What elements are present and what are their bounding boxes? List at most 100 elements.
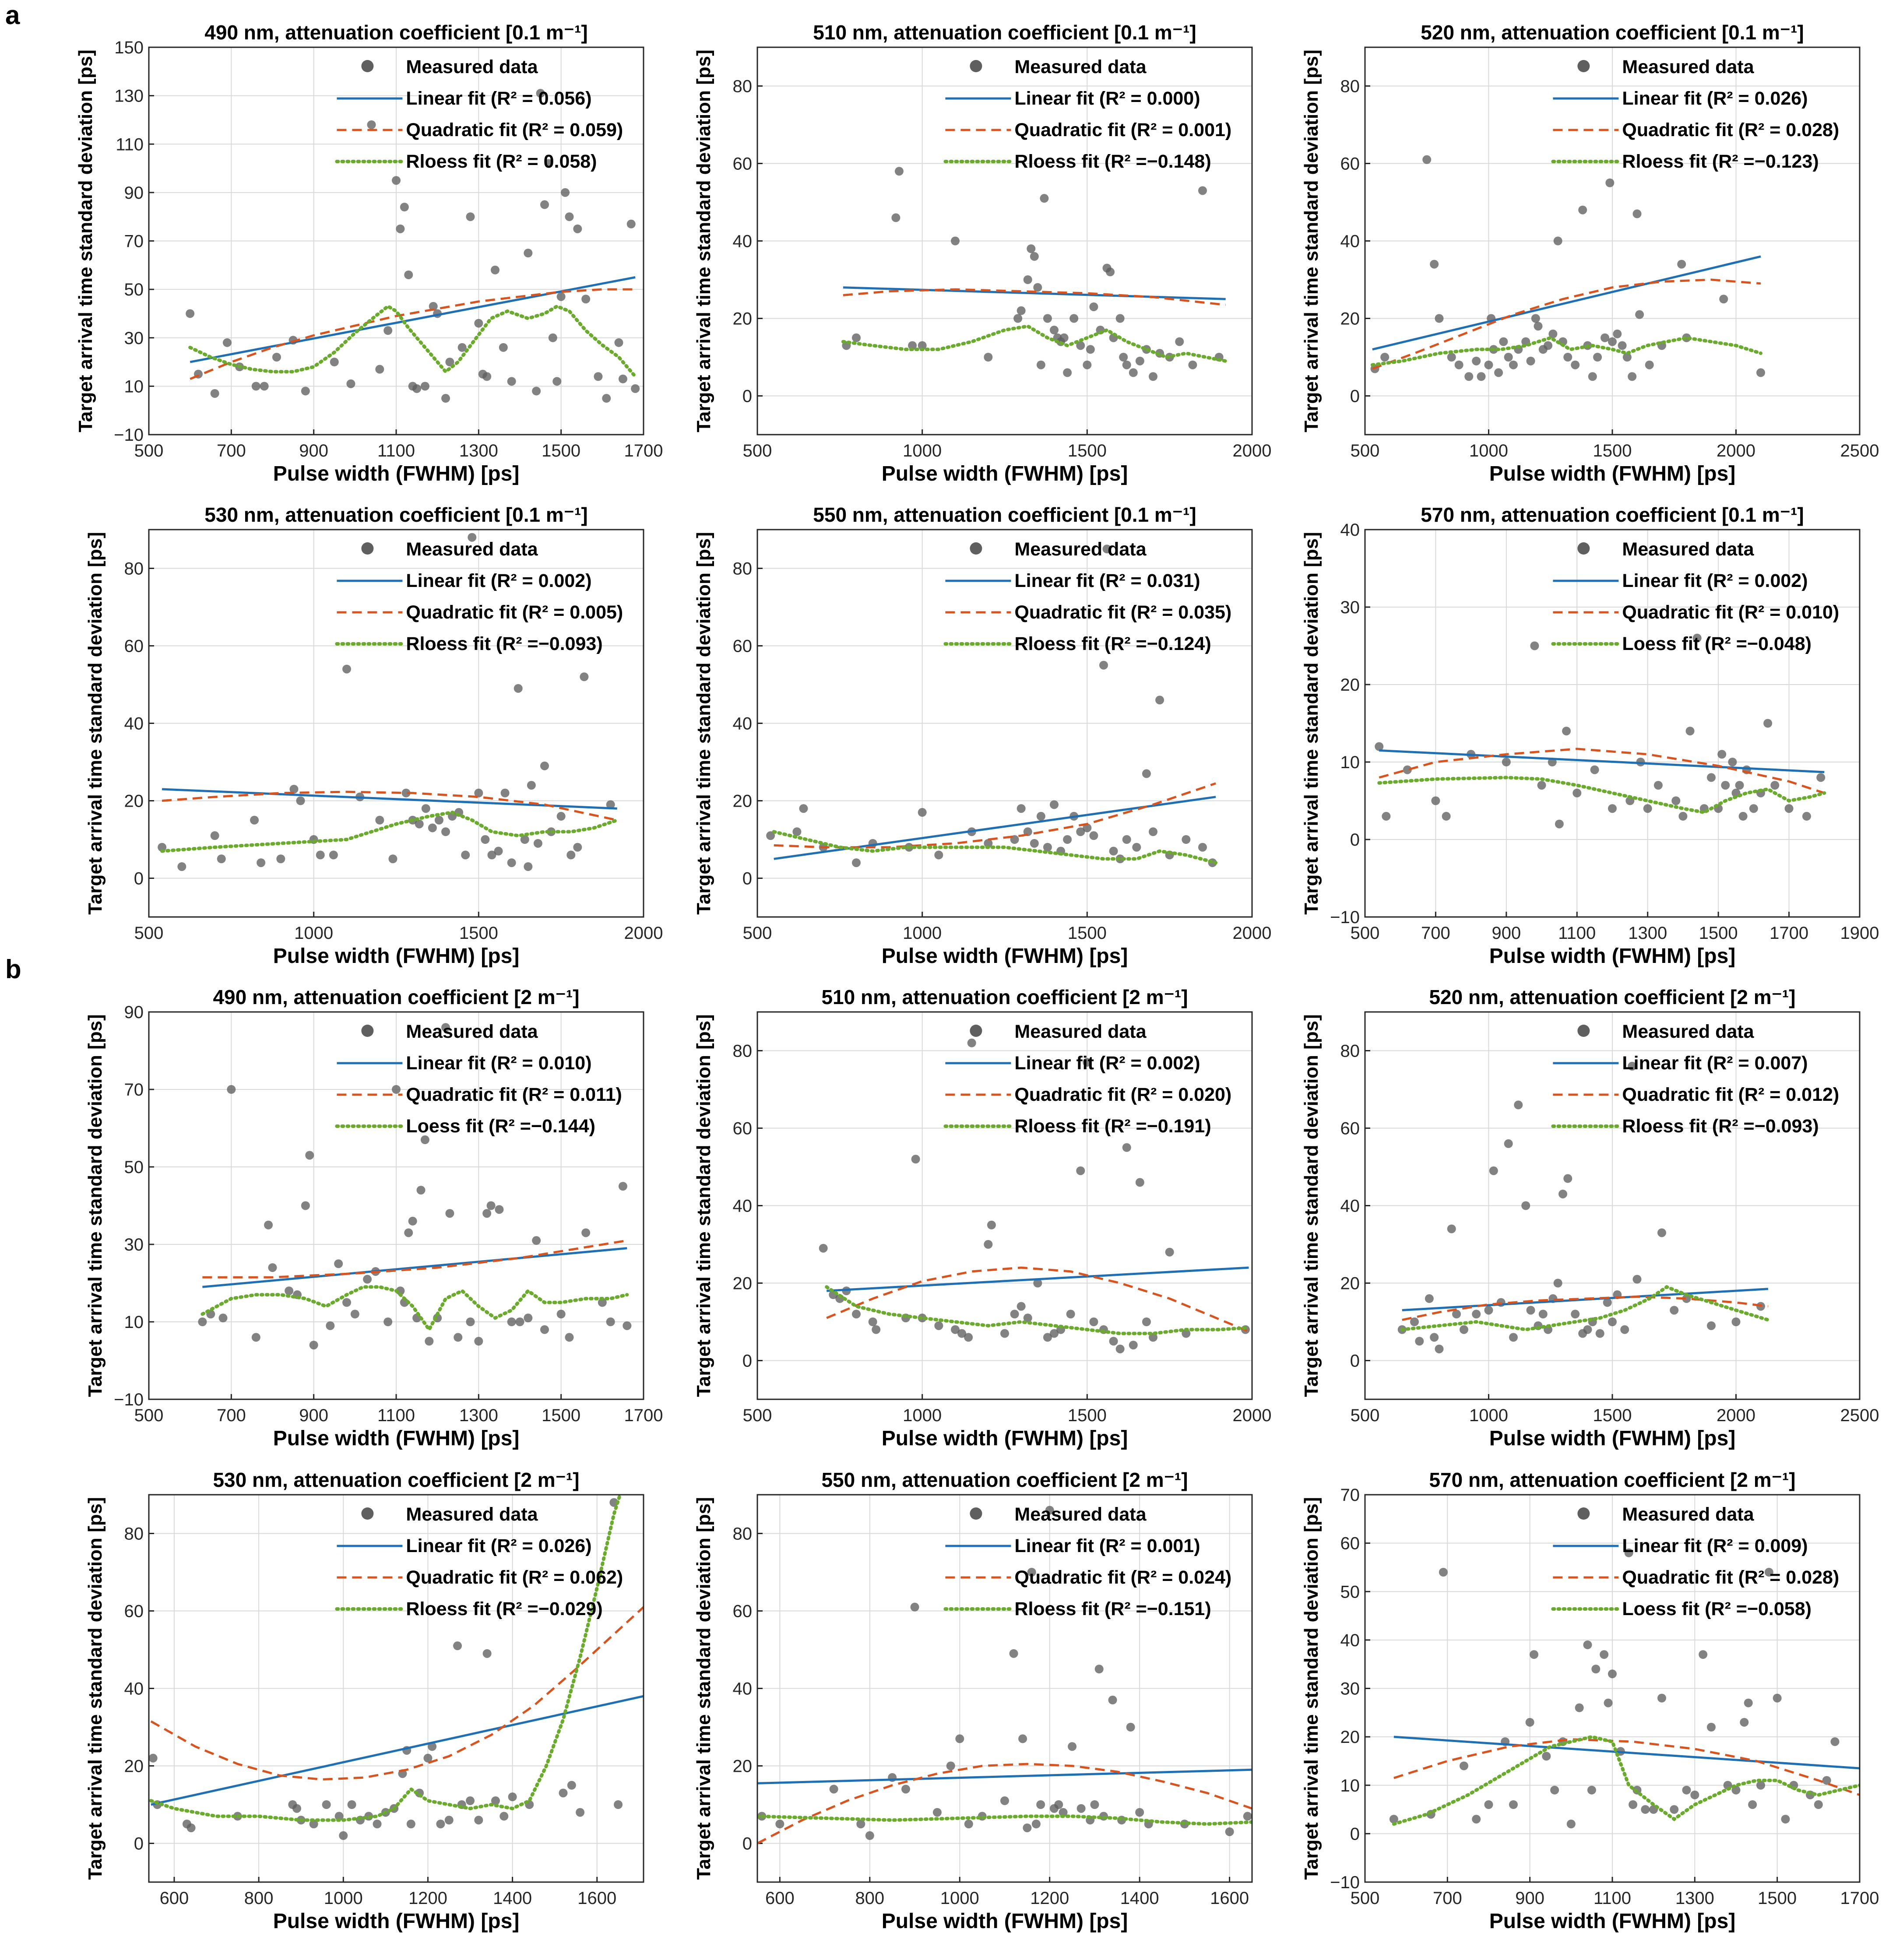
legend-loess: Rloess fit (R² =−0.151) xyxy=(1014,1598,1211,1619)
data-point xyxy=(852,858,861,868)
data-point xyxy=(819,1243,828,1253)
data-point xyxy=(500,1812,509,1821)
data-point xyxy=(1707,773,1716,782)
y-tick-label: −10 xyxy=(114,425,144,445)
data-point xyxy=(1553,236,1562,246)
data-point xyxy=(1439,1568,1448,1577)
data-point xyxy=(955,1734,964,1743)
y-axis-label: Target arrival time standard deviation [… xyxy=(84,532,106,915)
y-tick-label: 40 xyxy=(1340,1631,1360,1650)
data-point xyxy=(1126,1723,1135,1732)
data-point xyxy=(481,835,490,844)
data-point xyxy=(1558,1189,1567,1198)
data-point xyxy=(416,1186,426,1195)
chart-title: 550 nm, attenuation coefficient [0.1 m⁻¹… xyxy=(813,503,1196,526)
data-point xyxy=(1119,353,1128,362)
data-point xyxy=(342,664,351,674)
y-tick-label: 40 xyxy=(733,1679,753,1699)
data-point xyxy=(507,377,516,386)
data-point xyxy=(1608,1317,1617,1326)
data-point xyxy=(1018,1734,1027,1743)
data-point xyxy=(482,372,492,381)
data-point xyxy=(964,1333,973,1342)
data-point xyxy=(1583,1325,1592,1334)
x-tick-label: 2500 xyxy=(1840,441,1879,460)
linear-fit-line xyxy=(1393,1735,1860,1770)
data-point xyxy=(474,788,483,797)
data-point xyxy=(1135,1178,1144,1187)
data-point xyxy=(1525,1718,1534,1727)
data-point xyxy=(425,1337,434,1346)
x-tick-label: 500 xyxy=(1351,1889,1380,1908)
data-point xyxy=(1603,1298,1612,1307)
x-tick-label: 1000 xyxy=(940,1889,979,1908)
data-point xyxy=(934,850,943,860)
data-point xyxy=(428,823,437,832)
data-point xyxy=(251,1333,260,1342)
legend-measured: Measured data xyxy=(1014,1021,1147,1042)
data-point xyxy=(1030,839,1039,848)
data-point xyxy=(186,309,195,318)
data-point xyxy=(487,850,496,860)
data-point xyxy=(1699,1650,1708,1659)
data-point xyxy=(429,302,438,311)
data-point xyxy=(210,389,219,398)
data-point xyxy=(260,382,269,391)
data-point xyxy=(556,292,566,301)
data-point xyxy=(1129,1341,1138,1350)
data-point xyxy=(322,1800,331,1809)
data-point xyxy=(556,1310,566,1319)
x-tick-label: 500 xyxy=(743,441,772,460)
x-tick-label: 1000 xyxy=(1469,1406,1508,1425)
data-point xyxy=(1027,1568,1036,1577)
data-point xyxy=(532,386,541,396)
data-point xyxy=(264,1220,273,1229)
y-tick-label: 60 xyxy=(1340,1119,1360,1138)
data-point xyxy=(1040,194,1049,203)
y-tick-label: 30 xyxy=(124,1235,144,1254)
data-point xyxy=(1043,1333,1052,1342)
data-point xyxy=(342,1298,351,1307)
scatter-points xyxy=(158,533,615,871)
y-tick-label: 20 xyxy=(733,792,753,811)
data-point xyxy=(404,1228,413,1237)
x-tick-label: 1500 xyxy=(542,441,580,460)
x-tick-label: 700 xyxy=(1421,924,1450,943)
data-point xyxy=(1017,306,1026,315)
data-point xyxy=(420,1135,429,1145)
x-tick-label: 1000 xyxy=(324,1889,363,1908)
data-point xyxy=(1182,1329,1191,1338)
legend-loess: Rloess fit (R² =−0.124) xyxy=(1014,633,1211,654)
data-point xyxy=(1063,835,1072,844)
data-point xyxy=(533,839,542,848)
axes-box xyxy=(148,1011,644,1400)
data-point xyxy=(1719,295,1728,304)
data-point xyxy=(186,1823,196,1833)
data-point xyxy=(1484,360,1493,369)
fit-lines xyxy=(841,286,1228,363)
data-point xyxy=(1472,1815,1481,1824)
y-tick-label: 60 xyxy=(733,637,753,656)
quadratic-fit-line xyxy=(162,790,618,822)
data-point xyxy=(367,120,376,129)
x-tick-label: 1700 xyxy=(624,1406,663,1425)
legend-measured: Measured data xyxy=(1014,539,1147,560)
legend-linear: Linear fit (R² = 0.002) xyxy=(1014,1053,1200,1074)
axes-box xyxy=(1364,46,1861,436)
data-point xyxy=(565,1333,574,1342)
legend-linear: Linear fit (R² = 0.002) xyxy=(406,570,591,591)
chart-title: 570 nm, attenuation coefficient [0.1 m⁻¹… xyxy=(1421,503,1804,526)
linear-fit-line xyxy=(162,788,617,810)
quadratic-fit-line xyxy=(1393,1738,1860,1796)
chart-title: 510 nm, attenuation coefficient [2 m⁻¹] xyxy=(821,986,1188,1008)
y-tick-label: 40 xyxy=(124,1679,144,1699)
legend-quadratic: Quadratic fit (R² = 0.035) xyxy=(1014,602,1231,623)
x-tick-label: 1200 xyxy=(408,1889,447,1908)
y-tick-label: 50 xyxy=(1340,1582,1360,1602)
data-point xyxy=(1129,368,1138,377)
data-point xyxy=(334,1812,344,1821)
data-point xyxy=(1816,773,1826,782)
x-tick-label: 1000 xyxy=(903,1406,942,1425)
data-point xyxy=(1773,1693,1782,1703)
